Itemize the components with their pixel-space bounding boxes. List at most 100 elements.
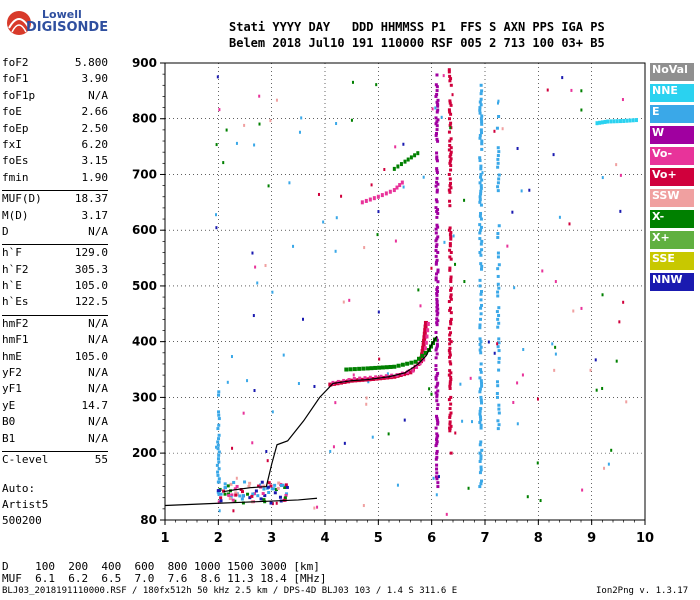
echo-point (418, 361, 422, 366)
echo-point (373, 365, 378, 370)
echo-point (497, 356, 501, 360)
echo-point (434, 83, 438, 87)
x-tick-label: 9 (587, 531, 596, 546)
echo-point (436, 211, 440, 215)
echo-point (448, 244, 452, 248)
echo-point (451, 93, 454, 97)
echo-point (520, 189, 523, 193)
echo-point (634, 118, 638, 123)
echo-point (436, 311, 440, 315)
echo-point (352, 367, 357, 372)
echo-point (435, 291, 439, 295)
echo-point (217, 492, 221, 496)
echo-point (601, 293, 604, 297)
param-row: h`E 105.0 (2, 278, 108, 294)
echo-point (448, 353, 452, 357)
echo-point (405, 361, 410, 366)
echo-point (480, 264, 484, 268)
echo-point (496, 282, 500, 286)
echo-point (435, 297, 439, 301)
echo-point (479, 186, 483, 190)
echo-point (447, 373, 451, 377)
echo-point (447, 398, 451, 402)
param-name: foE (2, 105, 22, 119)
echo-point (442, 74, 445, 78)
echo-point (262, 487, 266, 491)
x-tick-label: 10 (636, 531, 654, 546)
echo-point (284, 483, 288, 487)
echo-point (497, 263, 501, 267)
echo-point (449, 250, 453, 254)
echo-point (480, 384, 484, 388)
echo-point (449, 375, 453, 379)
echo-point (478, 451, 482, 455)
echo-point (622, 118, 626, 123)
echo-point (447, 228, 451, 232)
echo-point (419, 304, 422, 308)
echo-point (603, 119, 607, 124)
echo-point (422, 335, 427, 340)
echo-point (435, 449, 439, 453)
echo-point (226, 380, 229, 384)
echo-point (246, 379, 249, 383)
echo-point (516, 146, 519, 150)
echo-point (479, 440, 483, 444)
echo-point (436, 303, 440, 307)
echo-point (478, 342, 482, 346)
echo-point (449, 277, 453, 281)
x-tick-label: 4 (320, 531, 329, 546)
polarization-legend: NoVal NNE E W Vo- Vo+ SSW X- X+ SSE NNW (650, 63, 694, 294)
echo-point (528, 188, 531, 192)
echo-point (479, 228, 483, 232)
echo-point (380, 365, 385, 370)
echo-point (217, 390, 221, 394)
echo-point (615, 163, 618, 167)
echo-point (552, 153, 555, 157)
echo-point (402, 142, 405, 146)
echo-point (448, 79, 452, 83)
echo-point (435, 432, 439, 436)
echo-point (496, 317, 500, 321)
echo-point (435, 159, 439, 163)
ionosonde-globe-icon (7, 11, 31, 35)
echo-point (370, 183, 373, 187)
echo-point (342, 300, 345, 304)
echo-point (449, 137, 453, 141)
echo-point (479, 128, 483, 132)
echo-point (435, 477, 439, 481)
echo-point (263, 494, 267, 498)
echo-point (479, 172, 483, 176)
echo-point (379, 374, 383, 379)
echo-point (511, 210, 514, 214)
echo-point (449, 83, 453, 87)
echo-point (435, 493, 438, 497)
echo-point (496, 325, 500, 329)
echo-point (435, 258, 439, 262)
echo-point (434, 475, 438, 479)
echo-point (539, 499, 542, 503)
echo-point (420, 349, 425, 354)
echo-point (217, 453, 221, 457)
echo-point (449, 451, 453, 455)
echo-point (435, 305, 439, 309)
echo-point (478, 181, 482, 185)
echo-point (434, 272, 438, 276)
echo-point (384, 365, 389, 370)
echo-point (215, 445, 218, 449)
param-value: 1.90 (81, 170, 109, 184)
param-value: 6.20 (81, 137, 109, 151)
echo-point (434, 122, 438, 126)
echo-point (246, 492, 250, 496)
echo-point (227, 493, 231, 497)
y-tick-label: 700 (132, 167, 157, 181)
echo-point (435, 471, 439, 475)
echo-point (449, 362, 453, 366)
echo-point (449, 186, 453, 190)
echo-point (496, 157, 500, 161)
echo-point (479, 465, 483, 469)
echo-point (610, 448, 613, 452)
echo-point (497, 150, 501, 154)
echo-point (329, 449, 332, 453)
param-value: 122.5 (74, 295, 108, 309)
echo-point (223, 482, 227, 486)
